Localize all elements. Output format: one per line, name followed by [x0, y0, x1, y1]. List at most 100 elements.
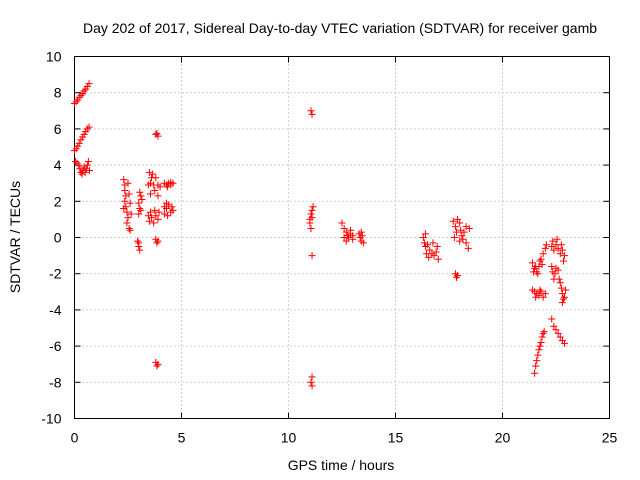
y-tick-label: 4 [54, 157, 62, 173]
data-point [137, 192, 145, 200]
data-point [80, 87, 88, 95]
data-point [145, 168, 153, 176]
data-point [122, 192, 130, 200]
x-tick-label: 20 [495, 430, 511, 446]
data-point [530, 268, 538, 276]
data-point [156, 183, 164, 191]
data-point [85, 80, 93, 88]
data-point [557, 284, 565, 292]
data-point [349, 235, 357, 243]
data-point [151, 206, 159, 214]
data-point [550, 246, 558, 254]
data-point [464, 244, 472, 252]
data-point [83, 161, 91, 169]
data-point [154, 360, 162, 368]
data-point [558, 246, 566, 254]
data-point [558, 299, 566, 307]
data-point [456, 219, 464, 227]
data-point [553, 235, 561, 243]
data-point [430, 252, 438, 260]
data-point [121, 197, 129, 205]
data-point [433, 243, 441, 251]
y-tick-label: 10 [46, 49, 62, 65]
data-point [155, 208, 163, 216]
data-point [554, 266, 562, 274]
data-point [556, 279, 564, 287]
data-point [561, 339, 569, 347]
data-point [528, 259, 536, 267]
data-point [342, 237, 350, 245]
data-point [145, 217, 153, 225]
data-point [75, 93, 83, 101]
data-point [160, 203, 168, 211]
data-point [154, 192, 162, 200]
data-point [167, 178, 175, 186]
data-point [539, 329, 547, 337]
data-point [537, 255, 545, 263]
data-point [124, 179, 132, 187]
data-point [554, 244, 562, 252]
data-point [120, 176, 128, 184]
data-point [120, 205, 128, 213]
data-point [307, 210, 315, 218]
data-point [135, 239, 143, 247]
x-tick-label: 5 [178, 430, 186, 446]
data-point [135, 210, 143, 218]
y-tick-label: 8 [54, 85, 62, 101]
data-point [307, 107, 315, 115]
data-point [562, 286, 570, 294]
data-point [531, 369, 539, 377]
data-point [357, 228, 365, 236]
data-point [541, 244, 549, 252]
data-point [168, 203, 176, 211]
data-point [557, 241, 565, 249]
data-point [84, 157, 92, 165]
x-tick-label: 10 [281, 430, 297, 446]
data-point [144, 212, 152, 220]
data-point [535, 291, 543, 299]
data-point [555, 275, 563, 283]
data-point [308, 252, 316, 260]
data-point [536, 257, 544, 265]
data-point [542, 241, 550, 249]
data-point [77, 91, 85, 99]
data-point [537, 338, 545, 346]
data-point [71, 100, 78, 108]
data-point [146, 190, 154, 198]
data-point [424, 241, 432, 249]
data-point [532, 293, 540, 301]
x-tick-label: 25 [602, 430, 618, 446]
data-point [152, 174, 160, 182]
data-point [309, 203, 317, 211]
y-tick-label: 6 [54, 121, 62, 137]
data-point [136, 188, 144, 196]
data-point [532, 362, 540, 370]
data-point [556, 250, 564, 258]
data-point [340, 224, 348, 232]
data-point [121, 186, 129, 194]
data-point [358, 232, 366, 240]
data-point [149, 170, 157, 178]
chart-title: Day 202 of 2017, Sidereal Day-to-day VTE… [83, 20, 597, 36]
data-point [429, 239, 437, 247]
data-point [308, 214, 316, 222]
axis-ticks [74, 56, 610, 419]
data-point [456, 237, 464, 245]
data-point [134, 237, 142, 245]
data-point [152, 212, 160, 220]
data-point [460, 228, 468, 236]
y-axis-label: SDTVAR / TECUs [7, 181, 23, 293]
data-point [146, 208, 154, 216]
data-point [85, 123, 93, 131]
data-point [534, 270, 542, 278]
data-point [420, 239, 428, 247]
x-axis-label: GPS time / hours [288, 457, 395, 473]
data-point [78, 170, 86, 178]
data-point [537, 288, 545, 296]
data-point [164, 183, 172, 191]
data-point [558, 290, 566, 298]
data-point [126, 199, 134, 207]
y-tick-label: -8 [49, 374, 62, 390]
data-point [76, 165, 84, 173]
